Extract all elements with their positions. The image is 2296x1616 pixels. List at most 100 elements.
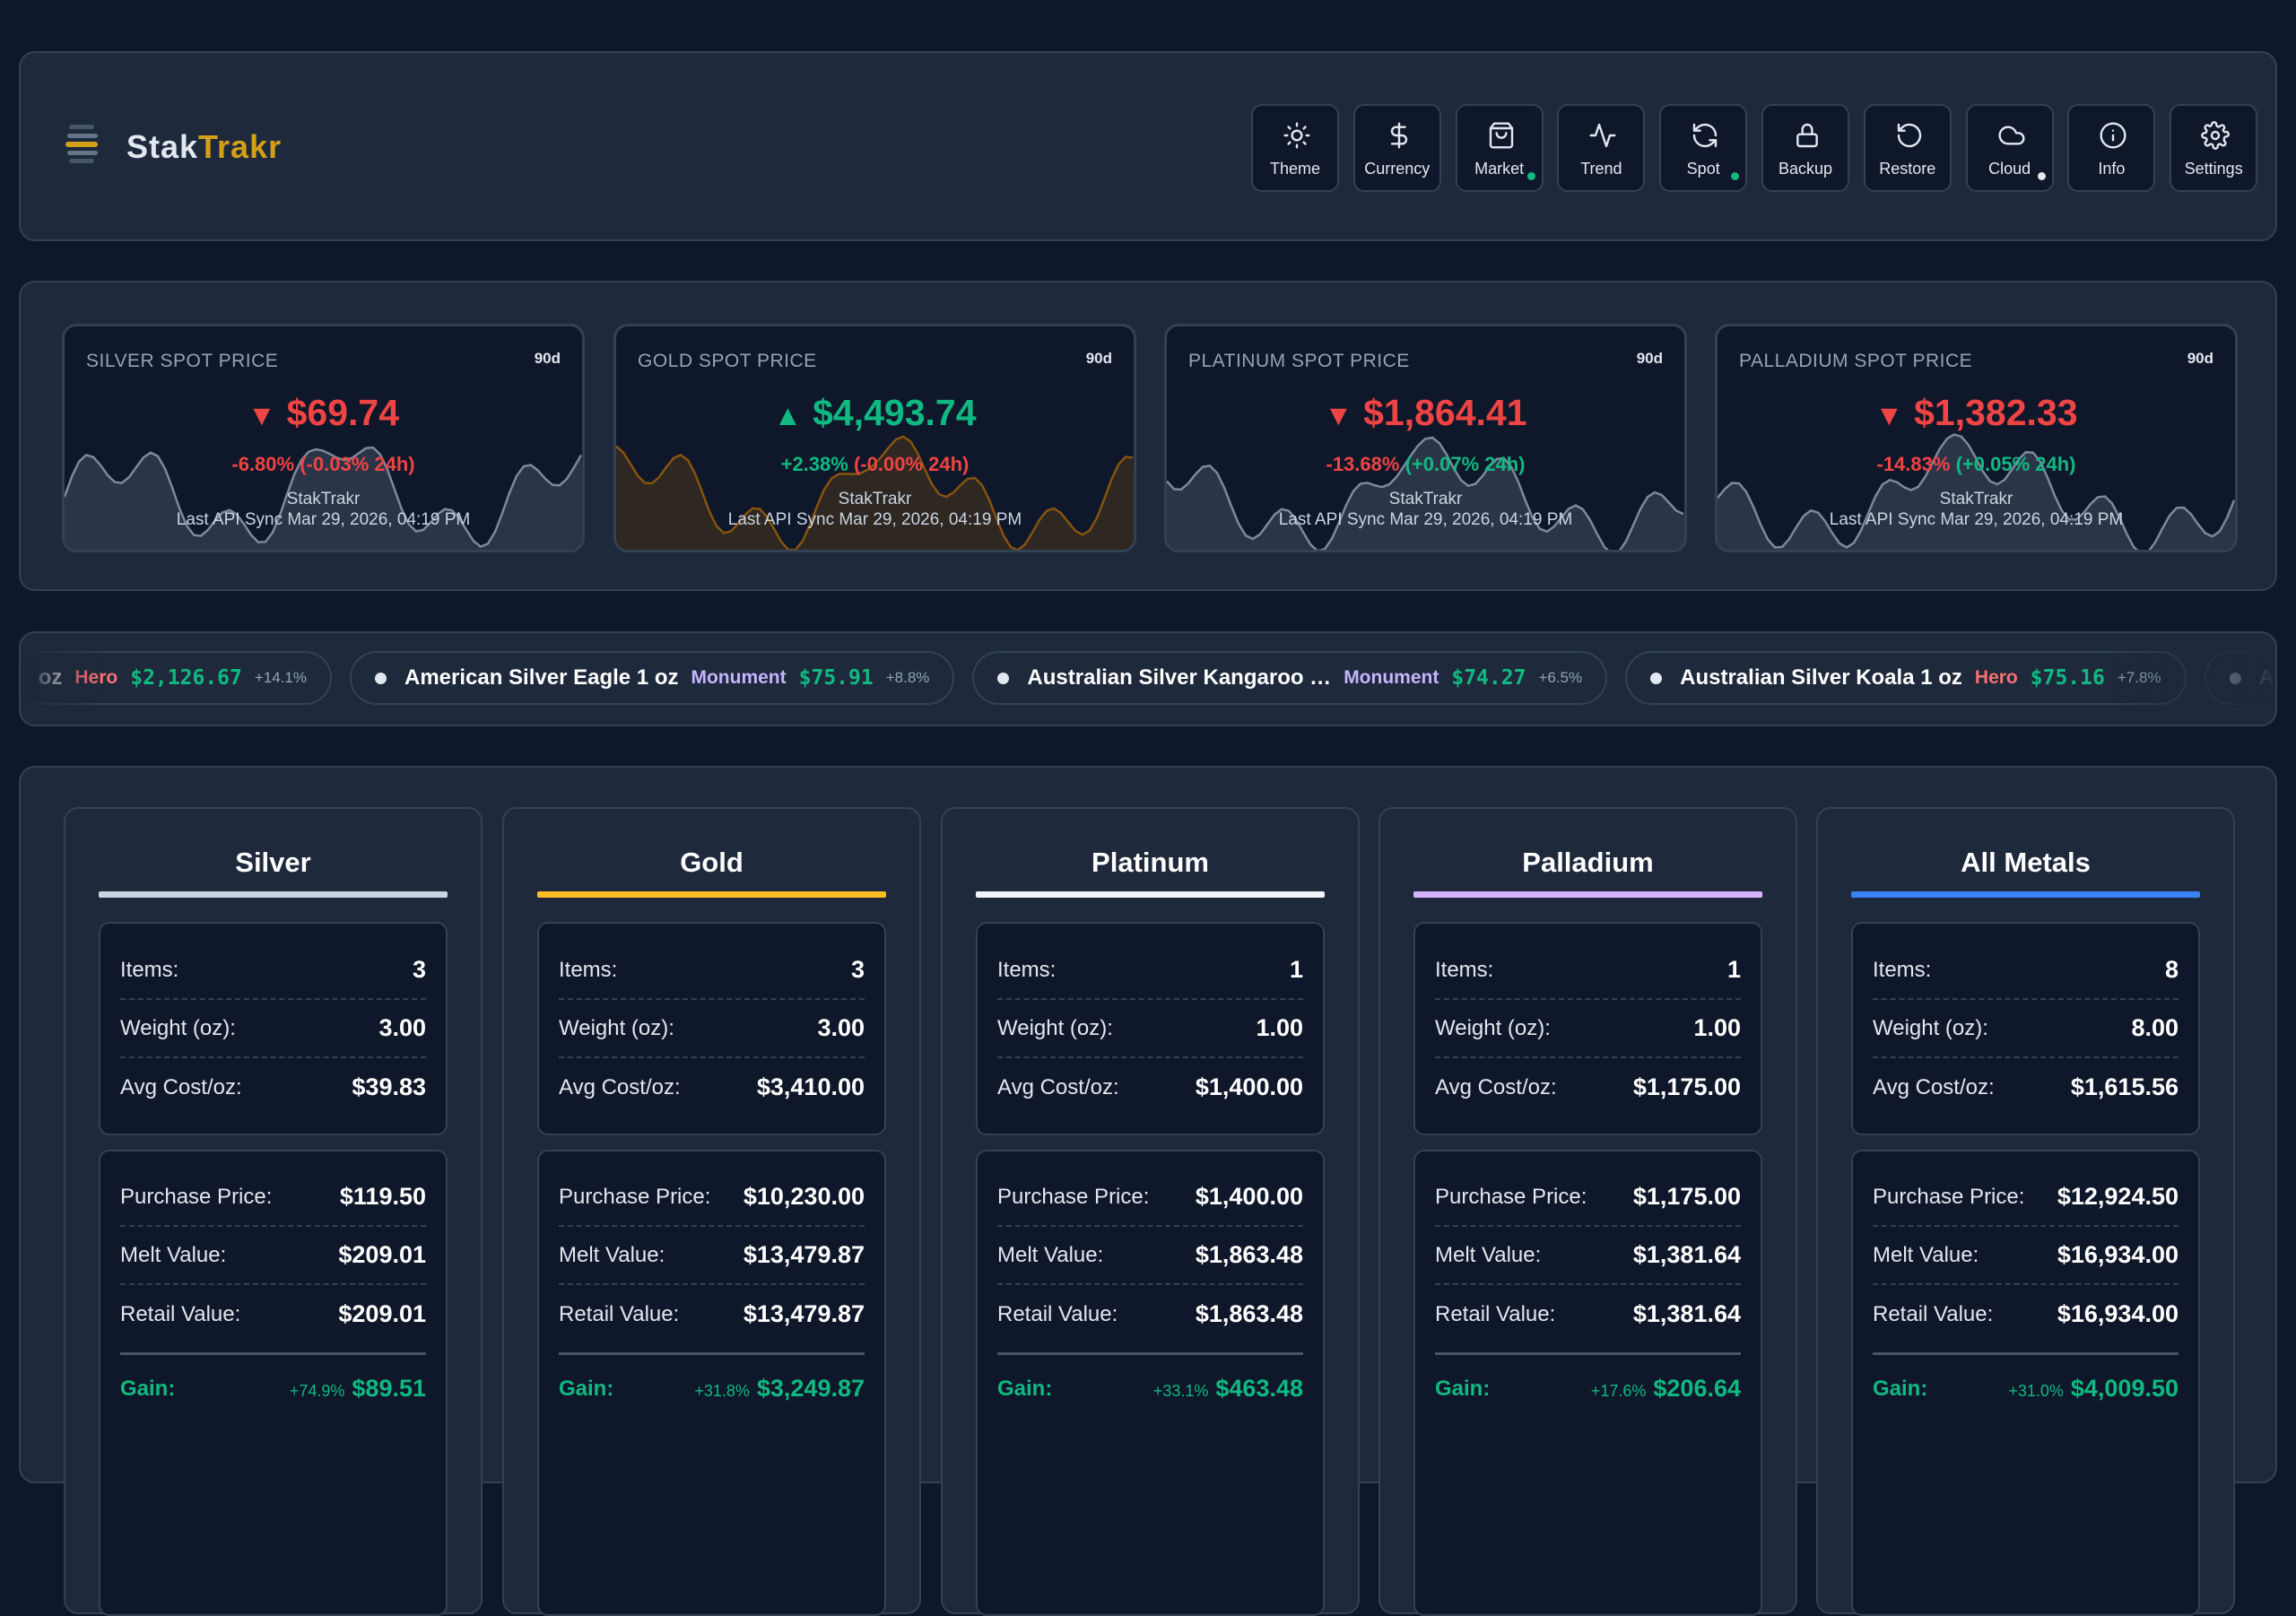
stat-label: Purchase Price:: [120, 1184, 273, 1209]
stat-label: Weight (oz):: [997, 1015, 1113, 1040]
button-label: Backup: [1778, 160, 1833, 178]
period: 90d: [534, 350, 561, 367]
stats-box: Items: 3 Weight (oz): 3.00 Avg Cost/oz: $39.8…: [99, 922, 448, 1135]
toolbar-button[interactable]: Cloud: [1965, 104, 2054, 192]
change-24h: (+0.05% 24h): [1955, 453, 2076, 475]
card-title: GOLD SPOT PRICE: [638, 351, 817, 371]
stat-value: $1,400.00: [1195, 1183, 1303, 1210]
stat-row: Avg Cost/oz: $39.83: [120, 1058, 426, 1116]
stat-value: $10,230.00: [743, 1183, 865, 1210]
stat-value: $13,479.87: [743, 1300, 865, 1327]
toolbar-button[interactable]: Theme: [1251, 104, 1339, 192]
stat-value: $1,863.48: [1195, 1241, 1303, 1268]
spot-card[interactable]: GOLD SPOT PRICE 90d ▲ $4,493.74 +2.38% (-0.0…: [613, 324, 1136, 552]
stat-row: Avg Cost/oz: $3,410.00: [559, 1058, 865, 1116]
stat-value: $209.01: [338, 1300, 426, 1327]
ticker-pill[interactable]: Australian Silver Kangaroo … Monument $74.…: [972, 651, 1608, 705]
stat-value: $13,479.87: [743, 1241, 865, 1268]
stat-value: $16,934.00: [2057, 1300, 2179, 1327]
logo-icon: [64, 123, 101, 169]
logo: [65, 125, 98, 163]
gain-label: Gain:: [1435, 1376, 1491, 1401]
card-title: SILVER SPOT PRICE: [86, 351, 279, 371]
stat-row: Retail Value: $13,479.87: [559, 1285, 865, 1343]
stat-label: Melt Value:: [1873, 1242, 1979, 1267]
item-label: Hero: [74, 667, 118, 688]
stat-row: Melt Value: $209.01: [120, 1227, 426, 1285]
stat-label: Melt Value:: [120, 1242, 227, 1267]
item-price: $2,126.67: [130, 666, 242, 690]
spot-card[interactable]: PLATINUM SPOT PRICE 90d ▼ $1,864.41 -13.68% …: [1164, 324, 1687, 552]
ticker-pill[interactable]: American Silver Eagle 1 oz Monument $75.91…: [350, 651, 955, 705]
toolbar-button[interactable]: Trend: [1557, 104, 1646, 192]
toolbar-button[interactable]: Info: [2067, 104, 2156, 192]
values-box: Purchase Price: $119.50 Melt Value: $209.01…: [99, 1150, 448, 1616]
stat-label: Avg Cost/oz:: [1873, 1074, 1995, 1099]
stat-value: 3.00: [378, 1014, 426, 1041]
icon: [1897, 123, 1921, 148]
period: 90d: [1636, 350, 1663, 367]
stat-label: Purchase Price:: [1873, 1184, 2025, 1209]
stat-value: $39.83: [352, 1073, 426, 1100]
stat-label: Avg Cost/oz:: [1435, 1074, 1557, 1099]
button-label: Currency: [1364, 160, 1431, 178]
separator: [120, 1352, 426, 1355]
header-panel: StakTrakr Theme Currency Market Trend Spot Bac…: [19, 51, 2277, 241]
spot-card[interactable]: PALLADIUM SPOT PRICE 90d ▼ $1,382.33 -14.83%…: [1715, 324, 2238, 552]
button-label: Info: [2098, 160, 2126, 178]
stat-value: $1,381.64: [1632, 1300, 1741, 1327]
icon: [1390, 122, 1407, 149]
item-label: Monument: [691, 667, 787, 688]
toolbar-button[interactable]: Spot: [1659, 104, 1748, 192]
values-box: Purchase Price: $1,400.00 Melt Value: $1,86…: [976, 1150, 1325, 1616]
ticker-track: American Silver Eagle 1 oz Monument $75.91…: [21, 633, 2275, 725]
stat-row: Retail Value: $1,381.64: [1435, 1285, 1741, 1343]
stat-row: Items: 1: [997, 942, 1303, 1000]
spot-card[interactable]: SILVER SPOT PRICE 90d ▼ $69.74 -6.80% (-0.03…: [62, 324, 585, 552]
stat-row: Weight (oz): 3.00: [120, 1000, 426, 1058]
toolbar-button[interactable]: Currency: [1352, 104, 1441, 192]
gain-value: $206.64: [1653, 1375, 1741, 1402]
stat-label: Purchase Price:: [997, 1184, 1150, 1209]
status-dot: [1526, 172, 1535, 180]
dot: [1650, 672, 1663, 684]
body: StakTrakr Theme Currency Market Trend Spot Bac…: [19, 51, 2277, 1616]
sparkline-svg: [1167, 436, 1684, 550]
stat-value: $1,400.00: [1195, 1073, 1303, 1100]
button-label: Market: [1474, 160, 1525, 178]
item-name: Aus: [2258, 665, 2275, 690]
toolbar-button[interactable]: Settings: [2170, 104, 2258, 192]
gain-pct: +74.9%: [289, 1382, 345, 1400]
icon: [1283, 122, 1310, 149]
metal-card: Silver Items: 3 Weight (oz): 3.00 Avg Cost/oz…: [64, 807, 483, 1616]
stat-label: Weight (oz):: [559, 1015, 674, 1040]
item-name: American Silver Eagle 1 oz: [404, 665, 679, 690]
stat-row: Avg Cost/oz: $1,615.56: [1873, 1058, 2179, 1116]
toolbar-button[interactable]: Market: [1455, 104, 1544, 192]
ticker-pill[interactable]: Aus: [2204, 651, 2275, 705]
stats-box: Items: 1 Weight (oz): 1.00 Avg Cost/oz: $1,17…: [1413, 922, 1762, 1135]
ticker-pill[interactable]: Australian Silver Koala 1 oz Hero $75.16 +7…: [1625, 651, 2187, 705]
stat-label: Retail Value:: [997, 1301, 1118, 1326]
stat-label: Retail Value:: [1873, 1301, 1994, 1326]
ticker-pill[interactable]: oz Hero $2,126.67 +14.1%: [21, 651, 332, 705]
icon: [1998, 126, 2025, 145]
toolbar-button[interactable]: Restore: [1863, 104, 1952, 192]
change-24h: (-0.00% 24h): [853, 453, 970, 475]
stat-label: Weight (oz):: [1873, 1015, 1988, 1040]
sync: Last API Sync Mar 29, 2026, 04:19 PM: [1829, 510, 2124, 529]
stat-label: Avg Cost/oz:: [559, 1074, 681, 1099]
dot: [997, 672, 1010, 684]
status-dot: [1731, 172, 1740, 180]
button-label: Theme: [1269, 160, 1321, 178]
ticker-row: American Silver Eagle 1 oz Monument $75.91…: [350, 651, 2275, 705]
stat-row: Melt Value: $1,381.64: [1435, 1227, 1741, 1285]
toolbar-button[interactable]: Backup: [1761, 104, 1849, 192]
stat-label: Retail Value:: [1435, 1301, 1556, 1326]
price: ▲ $4,493.74: [616, 395, 1134, 431]
values-box: Purchase Price: $12,924.50 Melt Value: $16,…: [1851, 1150, 2200, 1616]
change-pct: +2.38%: [780, 453, 848, 475]
period: 90d: [1085, 350, 1112, 367]
gain-pct: +33.1%: [1152, 1382, 1209, 1400]
stat-value: 1.00: [1256, 1014, 1303, 1041]
